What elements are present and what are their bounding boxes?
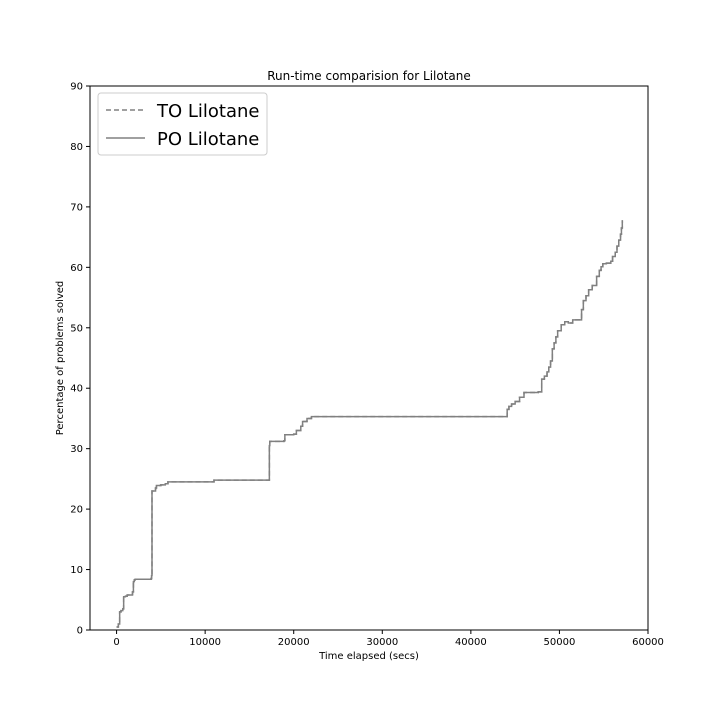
x-tick-label: 10000 <box>189 637 221 648</box>
y-tick-label: 20 <box>70 505 83 516</box>
legend-box <box>97 92 268 156</box>
y-tick-label: 30 <box>70 444 83 455</box>
y-tick-label: 60 <box>70 263 83 274</box>
x-tick-label: 60000 <box>632 637 664 648</box>
x-tick-label: 50000 <box>544 637 576 648</box>
y-tick-label: 0 <box>77 626 83 637</box>
y-tick-label: 40 <box>70 384 83 395</box>
series-line-po-lilotane <box>116 220 624 628</box>
chart-title: Run-time comparision for Lilotane <box>267 69 471 83</box>
x-tick-label: 40000 <box>455 637 487 648</box>
x-tick-label: 30000 <box>366 637 398 648</box>
y-tick-label: 70 <box>70 202 83 213</box>
series-layer <box>116 220 624 628</box>
y-tick-label: 10 <box>70 565 83 576</box>
legend-label-to-lilotane: TO Lilotane <box>156 101 260 122</box>
y-tick-label: 90 <box>70 82 83 93</box>
y-axis-label: Percentage of problems solved <box>55 281 66 436</box>
x-axis-ticks: 0 10000 20000 30000 40000 50000 60000 <box>113 630 664 648</box>
axes-frame <box>89 85 649 631</box>
y-tick-label: 50 <box>70 323 83 334</box>
x-axis-label: Time elapsed (secs) <box>318 651 419 662</box>
legend-label-po-lilotane: PO Lilotane <box>157 129 259 150</box>
x-tick-label: 20000 <box>278 637 310 648</box>
y-axis-ticks: 0 10 20 30 40 50 60 70 80 90 <box>70 82 90 637</box>
legend: TO Lilotane PO Lilotane <box>97 92 268 156</box>
y-tick-label: 80 <box>70 142 83 153</box>
plot-area <box>89 85 649 631</box>
x-tick-label: 0 <box>113 637 119 648</box>
